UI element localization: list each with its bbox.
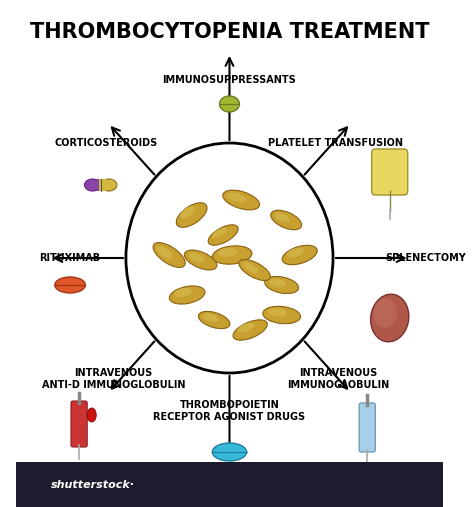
Text: RITUXIMAB: RITUXIMAB [39,253,100,263]
Ellipse shape [287,247,304,258]
FancyBboxPatch shape [16,462,443,507]
Text: CORTICOSTEROIDS: CORTICOSTEROIDS [55,138,158,148]
Ellipse shape [55,277,85,293]
Ellipse shape [84,179,100,191]
Ellipse shape [228,193,246,202]
Ellipse shape [263,306,301,323]
FancyBboxPatch shape [372,149,408,195]
Ellipse shape [202,313,218,322]
Ellipse shape [153,242,185,267]
Ellipse shape [184,250,217,270]
Ellipse shape [87,408,96,422]
Ellipse shape [176,203,207,227]
Ellipse shape [100,179,117,191]
Ellipse shape [265,276,299,294]
FancyBboxPatch shape [97,179,104,191]
Ellipse shape [208,225,238,245]
FancyBboxPatch shape [71,401,87,447]
Ellipse shape [199,311,230,329]
Ellipse shape [212,228,227,238]
Ellipse shape [371,294,409,342]
Text: shutterstock·: shutterstock· [51,480,135,489]
FancyBboxPatch shape [99,179,106,191]
Ellipse shape [274,213,290,223]
Ellipse shape [180,206,195,219]
Ellipse shape [218,248,237,257]
Circle shape [126,143,333,373]
Ellipse shape [219,96,239,112]
Text: SPLENECTOMY: SPLENECTOMY [385,253,466,263]
Text: THROMBOCYTOPENIA TREATMENT: THROMBOCYTOPENIA TREATMENT [30,22,429,42]
Ellipse shape [271,210,301,230]
Ellipse shape [223,190,260,210]
Ellipse shape [268,308,287,317]
Text: INTRAVENOUS
IMMUNOGLOBULIN: INTRAVENOUS IMMUNOGLOBULIN [287,368,390,390]
Ellipse shape [169,286,205,304]
Ellipse shape [374,298,397,328]
Ellipse shape [282,245,317,265]
Ellipse shape [157,246,173,259]
Ellipse shape [269,278,286,287]
Ellipse shape [212,443,246,461]
Text: THROMBOPOIETIN
RECEPTOR AGONIST DRUGS: THROMBOPOIETIN RECEPTOR AGONIST DRUGS [154,400,306,422]
Ellipse shape [239,260,271,280]
Ellipse shape [212,246,252,264]
Ellipse shape [233,320,267,340]
Text: IMMUNOSUPPRESSANTS: IMMUNOSUPPRESSANTS [163,75,296,85]
Text: INTRAVENOUS
ANTI-D IMMUNOGLOBULIN: INTRAVENOUS ANTI-D IMMUNOGLOBULIN [42,368,185,390]
Ellipse shape [174,288,191,297]
Ellipse shape [188,252,205,263]
FancyBboxPatch shape [359,403,375,452]
Text: PLATELET TRANSFUSION: PLATELET TRANSFUSION [268,138,403,148]
Ellipse shape [237,322,255,333]
Ellipse shape [243,263,258,273]
